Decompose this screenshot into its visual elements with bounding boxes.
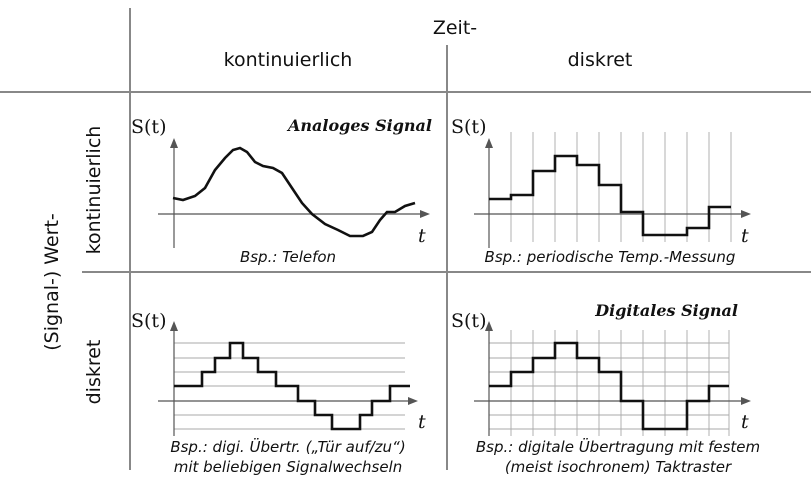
analog-signal-panel: S(t) t Analoges Signal Bsp.: Telefon (131, 116, 432, 266)
quantized-y-arrow (170, 321, 178, 331)
quantized-signal-steps (174, 341, 410, 431)
sampled-y-label: S(t) (451, 116, 486, 138)
sampled-y-arrow (485, 138, 493, 148)
quantized-caption-line1: Bsp.: digi. Übertr. („Tür auf/zu“) (170, 437, 405, 456)
value-continuous-header: kontinuierlich (83, 126, 105, 255)
analog-x-label: t (418, 225, 426, 247)
time-discrete-header: diskret (568, 49, 633, 71)
analog-signal-curve (172, 146, 416, 238)
analog-x-arrow (420, 210, 430, 218)
quantized-signal-panel: S(t) t Bsp.: digi. Übertr. („Tür auf/zu“… (131, 310, 426, 476)
digital-x-arrow (741, 397, 751, 405)
digital-x-label: t (741, 411, 749, 433)
time-continuous-header: kontinuierlich (224, 49, 353, 71)
analog-caption: Bsp.: Telefon (240, 248, 336, 266)
sampled-signal-panel: S(t) t Bsp.: periodische Temp.-Messung (451, 116, 751, 266)
quantized-y-label: S(t) (131, 310, 166, 332)
value-discrete-header: diskret (83, 340, 105, 405)
analog-y-label: S(t) (131, 116, 166, 138)
sampled-x-label: t (741, 225, 749, 247)
digital-y-arrow (485, 321, 493, 331)
analog-y-arrow (170, 138, 178, 148)
analog-signal-title: Analoges Signal (286, 116, 432, 135)
value-axis-header: (Signal-) Wert- (41, 213, 63, 351)
digital-caption-line2: (meist isochronem) Taktraster (505, 458, 732, 476)
digital-value-grid (489, 342, 729, 430)
quantized-x-label: t (418, 411, 426, 433)
quantized-x-arrow (408, 397, 418, 405)
digital-y-label: S(t) (451, 310, 486, 332)
digital-signal-steps (489, 341, 729, 431)
digital-caption-line1: Bsp.: digitale Übertragung mit festem (476, 437, 760, 456)
digital-signal-panel: S(t) t Digitales Signal Bsp.: digitale Ü… (451, 301, 760, 476)
sampled-x-arrow (741, 210, 751, 218)
sampled-caption: Bsp.: periodische Temp.-Messung (485, 248, 736, 266)
digital-signal-title: Digitales Signal (594, 301, 738, 320)
quantized-caption-line2: mit beliebigen Signalwechseln (174, 458, 403, 476)
sampled-signal-steps (489, 154, 731, 237)
time-axis-header: Zeit- (433, 17, 477, 39)
